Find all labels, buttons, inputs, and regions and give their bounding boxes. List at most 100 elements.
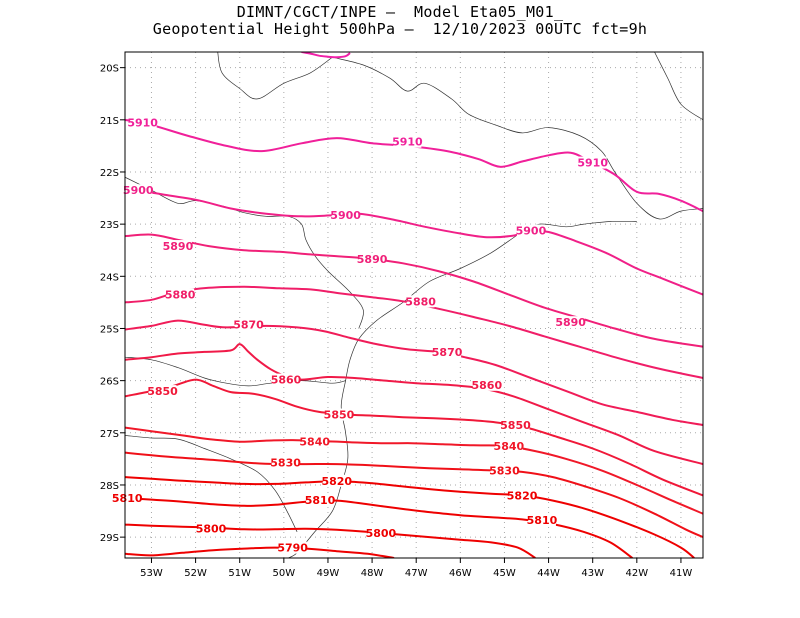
contour-5900 bbox=[125, 190, 703, 296]
contour-label-bg bbox=[124, 184, 153, 197]
contour-label-5910: 5910 bbox=[392, 136, 423, 149]
geography-outlines bbox=[125, 52, 703, 558]
contour-5840 bbox=[125, 426, 703, 515]
y-tick-label: 22S bbox=[100, 168, 119, 179]
contour-5890 bbox=[125, 233, 703, 348]
contour-label-5900: 5900 bbox=[516, 224, 547, 237]
contour-label-bg bbox=[556, 316, 585, 329]
contour-label-5910: 5910 bbox=[127, 116, 158, 129]
contour-label-5880: 5880 bbox=[405, 295, 436, 308]
contour-label-5800: 5800 bbox=[196, 522, 227, 535]
x-tick-label: 42W bbox=[626, 568, 649, 579]
contour-label-bg bbox=[578, 156, 607, 169]
contour-label-5900: 5900 bbox=[123, 184, 154, 197]
y-tick-label: 24S bbox=[100, 272, 119, 283]
contour-label-bg bbox=[490, 464, 519, 477]
contour-label-bg bbox=[128, 116, 157, 129]
x-tick-label: 50W bbox=[273, 568, 296, 579]
y-tick-label: 27S bbox=[100, 429, 119, 440]
contour-label-bg bbox=[472, 378, 501, 391]
title-line-1: DIMNT/CGCT/INPE – Model Eta05_M01_ bbox=[236, 3, 564, 21]
contour-label-bg bbox=[324, 408, 353, 421]
x-tick-label: 46W bbox=[449, 568, 472, 579]
contour-5860 bbox=[125, 343, 703, 466]
y-tick-label: 26S bbox=[100, 377, 119, 388]
contour-5790 bbox=[125, 546, 395, 558]
contour-label-bg bbox=[113, 492, 142, 505]
contour-label-bg bbox=[406, 295, 435, 308]
contour-5880 bbox=[125, 285, 703, 379]
geo-outline bbox=[217, 52, 333, 100]
contour-label-5890: 5890 bbox=[357, 253, 388, 266]
contour-5850 bbox=[125, 378, 703, 497]
x-tick-label: 41W bbox=[670, 568, 693, 579]
y-tick-label: 25S bbox=[100, 324, 119, 335]
x-tick-label: 45W bbox=[493, 568, 516, 579]
contour-label-5870: 5870 bbox=[233, 318, 264, 331]
contour-label-bg bbox=[166, 288, 195, 301]
title-line-2: Geopotential Height 500hPa – 12/10/2023 … bbox=[152, 20, 648, 38]
contour-label-5910: 5910 bbox=[577, 157, 608, 170]
contour-label-bg bbox=[272, 373, 301, 386]
y-tick-label: 20S bbox=[100, 64, 119, 75]
x-tick-label: 48W bbox=[361, 568, 384, 579]
contour-label-bg bbox=[393, 135, 422, 148]
geo-outline bbox=[332, 56, 703, 220]
contour-label-bg bbox=[501, 418, 530, 431]
x-tick-label: 53W bbox=[140, 568, 163, 579]
y-tick-label: 28S bbox=[100, 481, 119, 492]
contour-label-5810: 5810 bbox=[112, 492, 143, 505]
contour-5920 bbox=[301, 52, 351, 59]
contour-label-bg bbox=[300, 435, 329, 448]
contour-labels: 5910 5910 5910 5900 5900 5900 5890 5890 5890 5880… bbox=[112, 116, 608, 555]
geo-outline bbox=[288, 220, 637, 558]
contour-label-5820: 5820 bbox=[507, 489, 538, 502]
contour-label-bg bbox=[527, 513, 556, 526]
contour-label-bg bbox=[148, 385, 177, 398]
contour-label-bg bbox=[358, 253, 387, 266]
contour-label-bg bbox=[322, 474, 351, 487]
y-tick-label: 23S bbox=[100, 220, 119, 231]
contour-label-5840: 5840 bbox=[299, 436, 330, 449]
contour-label-5850: 5850 bbox=[324, 409, 355, 422]
contour-label-5860: 5860 bbox=[471, 379, 502, 392]
geo-outline bbox=[125, 356, 346, 387]
contour-label-5870: 5870 bbox=[432, 346, 463, 359]
contour-label-bg bbox=[306, 494, 335, 507]
contour-label-bg bbox=[494, 439, 523, 452]
contour-label-bg bbox=[331, 208, 360, 221]
contour-label-5810: 5810 bbox=[305, 494, 336, 507]
contour-label-5850: 5850 bbox=[500, 419, 531, 432]
contour-5820 bbox=[125, 476, 695, 558]
contour-label-5830: 5830 bbox=[270, 457, 301, 470]
geo-outline bbox=[125, 435, 298, 533]
chart-title: DIMNT/CGCT/INPE – Model Eta05_M01_ Geopo… bbox=[0, 4, 800, 38]
contour-5910 bbox=[125, 118, 703, 213]
contour-label-5890: 5890 bbox=[163, 240, 194, 253]
x-tick-label: 44W bbox=[537, 568, 560, 579]
contour-label-5830: 5830 bbox=[489, 464, 520, 477]
contour-5830 bbox=[125, 451, 703, 539]
x-tick-label: 49W bbox=[317, 568, 340, 579]
contour-label-5800: 5800 bbox=[366, 527, 397, 540]
contour-label-5900: 5900 bbox=[330, 209, 361, 222]
x-tick-label: 47W bbox=[405, 568, 428, 579]
contour-label-5860: 5860 bbox=[271, 374, 302, 387]
contour-label-5840: 5840 bbox=[494, 440, 525, 453]
axis-ticks: 53W 52W 51W 50W 49W 48W 47W 46W 45W 44W 43W 42W 41W 2… bbox=[100, 64, 692, 579]
contour-label-5790: 5790 bbox=[277, 542, 308, 555]
contour-label-5850: 5850 bbox=[147, 385, 178, 398]
geo-outline bbox=[654, 52, 703, 121]
contour-5800 bbox=[125, 523, 536, 558]
contour-5870 bbox=[125, 319, 703, 426]
x-tick-label: 51W bbox=[228, 568, 251, 579]
contour-label-5820: 5820 bbox=[321, 475, 352, 488]
x-tick-label: 52W bbox=[184, 568, 207, 579]
x-tick-label: 43W bbox=[581, 568, 604, 579]
contour-label-bg bbox=[163, 240, 192, 253]
contour-label-5880: 5880 bbox=[165, 289, 196, 302]
contour-label-bg bbox=[366, 526, 395, 539]
contour-label-bg bbox=[433, 345, 462, 358]
contour-label-5890: 5890 bbox=[555, 316, 586, 329]
